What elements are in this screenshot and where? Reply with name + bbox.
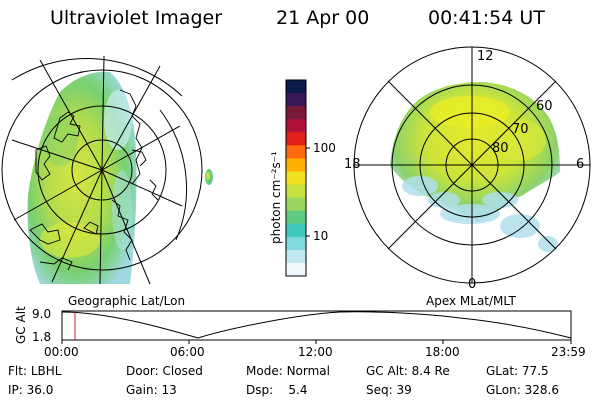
mlt-label-0: 0 <box>468 277 476 292</box>
altitude-ylabel: GC Alt <box>14 306 28 344</box>
polar-caption: Apex MLat/MLT <box>426 294 516 308</box>
altitude-xtick-0000: 00:00 <box>44 345 79 359</box>
colorbar-cell <box>286 145 306 159</box>
geographic-panel <box>1 55 213 285</box>
mlt-label-12: 12 <box>477 49 494 64</box>
status-value: 36.0 <box>26 383 54 397</box>
colorbar: 100 10 photon cm⁻²s⁻¹ <box>269 79 336 277</box>
altitude-xtick-1200: 12:00 <box>298 345 333 359</box>
colorbar-cell <box>286 210 306 225</box>
instrument-title: Ultraviolet Imager <box>50 7 223 29</box>
colorbar-cell <box>286 236 306 251</box>
status-value: 77.5 <box>521 364 549 378</box>
status-value: 39 <box>396 383 412 397</box>
colorbar-cell <box>286 158 306 172</box>
status-value: 13 <box>161 383 177 397</box>
colorbar-cell <box>286 93 306 107</box>
status-value: LBHL <box>30 364 62 378</box>
status-value: 5.4 <box>288 383 308 397</box>
status-label: GLon: <box>486 383 521 397</box>
colorbar-cell <box>286 223 306 238</box>
altitude-plot: 9.0 1.8 GC Alt 00:00 06:00 12:00 18:00 2… <box>14 306 586 359</box>
status-label: Mode: <box>246 364 283 378</box>
altitude-ytick-9: 9.0 <box>32 307 51 321</box>
status-value: 8.4 Re <box>411 364 450 378</box>
colorbar-tick-100: 100 <box>313 141 336 155</box>
status-filter: Flt: LBHL <box>8 364 61 378</box>
colorbar-cell <box>286 262 306 277</box>
status-label: Gain: <box>126 383 158 397</box>
status-value: Closed <box>162 364 203 378</box>
status-label: Dsp: <box>246 383 274 397</box>
geo-graticule <box>1 55 203 285</box>
polar-aurora-fringe <box>402 176 558 252</box>
polar-panel: 12 18 6 0 60 70 80 <box>344 46 591 292</box>
altitude-curve <box>61 311 572 339</box>
image-time: 00:41:54 UT <box>428 7 545 29</box>
polar-grid <box>353 46 591 284</box>
mlt-label-6: 6 <box>576 157 584 172</box>
status-label: Door: <box>126 364 159 378</box>
status-glat: GLat: 77.5 <box>486 364 549 378</box>
status-glon: GLon: 328.6 <box>486 383 559 397</box>
status-gain: Gain: 13 <box>126 383 177 397</box>
colorbar-cell <box>286 80 306 94</box>
colorbar-cell <box>286 132 306 146</box>
altitude-xtick-1800: 18:00 <box>425 345 460 359</box>
colorbar-cell <box>286 197 306 212</box>
status-label: GLat: <box>486 364 519 378</box>
status-label: Seq: <box>366 383 393 397</box>
status-label: IP: <box>8 383 23 397</box>
colorbar-cells <box>286 80 306 277</box>
mlat-label-60: 60 <box>536 99 553 114</box>
colorbar-cell <box>286 171 306 186</box>
mlat-label-80: 80 <box>492 141 509 156</box>
status-door: Door: Closed <box>126 364 203 378</box>
status-mode: Mode: Normal <box>246 364 330 378</box>
mlt-label-18: 18 <box>344 157 361 172</box>
colorbar-cell <box>286 249 306 264</box>
altitude-ytick-1_8: 1.8 <box>32 330 51 344</box>
status-value: 328.6 <box>524 383 559 397</box>
colorbar-cell <box>286 184 306 199</box>
status-ip: IP: 36.0 <box>8 383 53 397</box>
status-gc-alt: GC Alt: 8.4 Re <box>366 364 450 378</box>
status-dsp: Dsp: 5.4 <box>246 383 308 397</box>
colorbar-cell <box>286 119 306 133</box>
image-date: 21 Apr 00 <box>276 7 370 29</box>
status-value: Normal <box>286 364 330 378</box>
altitude-xtick-0600: 06:00 <box>170 345 205 359</box>
altitude-xtick-2359: 23:59 <box>551 345 586 359</box>
status-seq: Seq: 39 <box>366 383 412 397</box>
geo-caption: Geographic Lat/Lon <box>68 294 185 308</box>
colorbar-cell <box>286 106 306 120</box>
colorbar-unit-label: photon cm⁻²s⁻¹ <box>269 151 283 244</box>
status-label: GC Alt: <box>366 364 408 378</box>
colorbar-tick-10: 10 <box>313 229 328 243</box>
geo-coastlines <box>29 89 159 271</box>
status-label: Flt: <box>8 364 27 378</box>
mlat-label-70: 70 <box>512 122 529 137</box>
